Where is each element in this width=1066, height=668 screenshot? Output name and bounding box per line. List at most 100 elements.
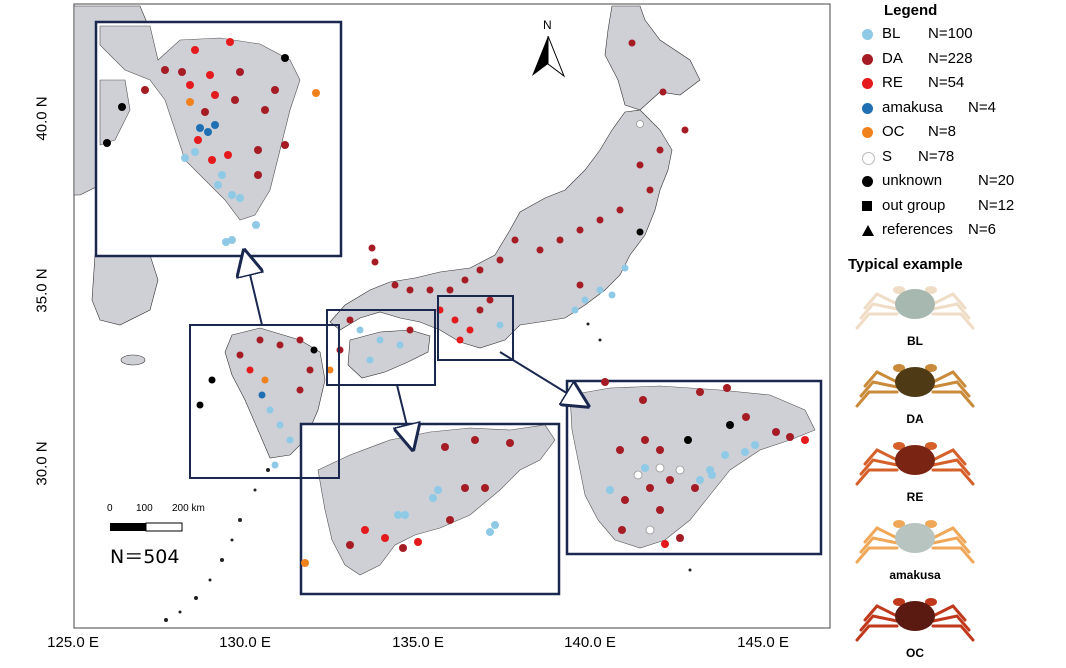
legend-item-out-group: out group N=12 [858, 196, 1063, 218]
x-axis-label-125: 125.0 E [47, 634, 99, 651]
sample-point-bl [429, 494, 437, 502]
legend-label: BL [882, 25, 901, 42]
legend-label: OC [882, 123, 905, 140]
sample-point-bl [708, 471, 716, 479]
sample-point-re [661, 540, 669, 548]
sample-point-da [296, 336, 304, 344]
sample-point-bl [181, 154, 189, 162]
legend-symbol-circle [862, 78, 873, 89]
sample-point-da [441, 443, 449, 451]
legend-count: N=8 [928, 123, 956, 140]
sample-point-bl [434, 486, 442, 494]
sample-point-da [628, 39, 636, 47]
sample-point-da [476, 306, 484, 314]
sample-point-da [346, 316, 354, 324]
crab-photo-amakusa: amakusa [852, 512, 978, 590]
north-arrow-label: N [543, 18, 552, 32]
typical-example-title: Typical example [848, 256, 963, 273]
sample-point-unknown [310, 346, 318, 354]
sample-point-oc [301, 559, 309, 567]
sample-point-bl [222, 238, 230, 246]
legend-symbol-circle [862, 53, 873, 65]
honshu-landmass [329, 109, 673, 349]
crab-label: amakusa [889, 568, 941, 582]
sample-point-oc [312, 89, 320, 97]
sample-point-da [601, 378, 609, 386]
sample-point-bl [606, 486, 614, 494]
sample-point-da [254, 146, 262, 154]
korea-south-landmass [91, 254, 159, 326]
x-axis-label-140: 140.0 E [564, 634, 616, 651]
inset-kii-peninsula [565, 378, 823, 556]
scale-tick-100: 100 [136, 503, 153, 514]
sample-point-amakusa [258, 391, 266, 399]
legend-label: S [882, 147, 893, 165]
legend-symbol-circle [862, 127, 873, 138]
x-axis-label-130: 130.0 E [219, 634, 271, 651]
legend-count: N=54 [928, 74, 965, 91]
sample-point-da [486, 296, 494, 304]
sample-point-re [451, 316, 459, 324]
crab-photo-re: RE [852, 434, 978, 512]
legend-count: N=100 [928, 25, 973, 42]
sample-point-amakusa [196, 124, 204, 132]
sample-point-bl [696, 476, 704, 484]
legend-label: RE [882, 74, 903, 91]
hokkaido-landmass [604, 5, 701, 111]
sample-point-bl [581, 296, 589, 304]
sample-point-re [381, 534, 389, 542]
ryukyu-islands [164, 322, 692, 622]
source-box-kii [437, 295, 514, 361]
sample-point-da [691, 484, 699, 492]
sample-point-bl [401, 511, 409, 519]
sample-point-da [201, 108, 209, 116]
legend-item-references: references N=6 [858, 220, 1063, 242]
sample-point-da [676, 534, 684, 542]
shikoku-landmass [347, 329, 431, 379]
legend-count: N=20 [978, 172, 1015, 189]
crab-label: DA [906, 412, 924, 426]
legend-symbol-square [862, 200, 872, 211]
sample-point-da [646, 186, 654, 194]
sample-point-da [178, 68, 186, 76]
legend-label: DA [882, 49, 903, 67]
legend-symbol-circle [862, 29, 873, 40]
legend-count: N=78 [918, 147, 955, 165]
sample-point-re [206, 71, 214, 79]
sample-point-da [656, 446, 664, 454]
sample-point-unknown [684, 436, 692, 444]
sample-point-da [426, 286, 434, 294]
sample-point-da [276, 341, 284, 349]
sample-point-da [536, 246, 544, 254]
sample-point-da [576, 226, 584, 234]
sample-point-da [681, 126, 689, 134]
inset-shikoku [299, 422, 561, 596]
legend-item-s: S N=78 [858, 147, 1063, 169]
sample-point-da [742, 413, 750, 421]
sample-point-da [723, 384, 731, 392]
sample-point-s [633, 470, 643, 480]
sample-point-da [616, 206, 624, 214]
sample-point-da [639, 396, 647, 404]
legend-item-bl: BL N=100 [858, 24, 1063, 46]
sample-point-re [211, 91, 219, 99]
legend-count: N=4 [968, 98, 996, 116]
sample-point-oc [261, 376, 269, 384]
sample-point-da [786, 433, 794, 441]
sample-point-da [461, 276, 469, 284]
sample-point-bl [366, 356, 374, 364]
sample-point-da [231, 96, 239, 104]
sample-point-da [696, 388, 704, 396]
sample-point-da [641, 436, 649, 444]
legend-item-re: RE N=54 [858, 73, 1063, 95]
sample-point-oc [326, 366, 334, 374]
sample-point-bl [571, 306, 579, 314]
scale-tick-0: 0 [107, 503, 113, 514]
sample-point-bl [276, 421, 284, 429]
sample-point-da [236, 68, 244, 76]
sample-point-da [506, 439, 514, 447]
crab-illustration [855, 520, 975, 564]
sample-point-da [596, 216, 604, 224]
crab-photo-da: DA [852, 356, 978, 434]
